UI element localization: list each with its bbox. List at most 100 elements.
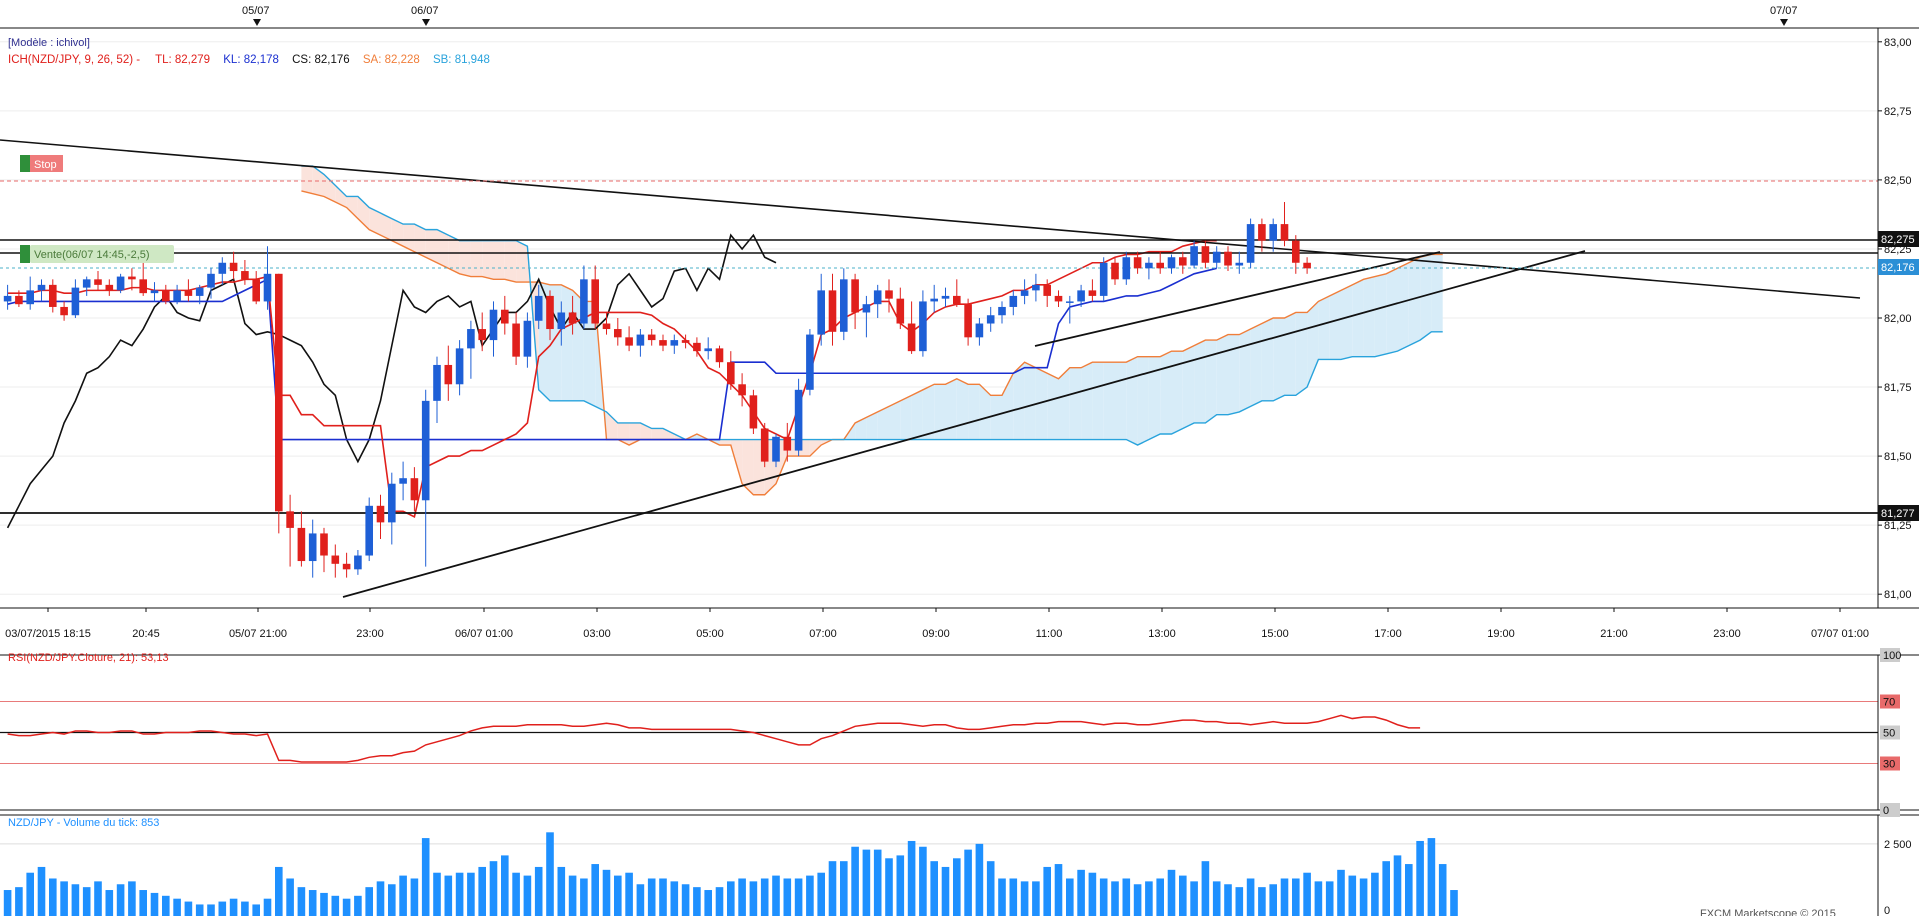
volume-bar[interactable] xyxy=(998,878,1006,916)
volume-bar[interactable] xyxy=(1133,884,1142,916)
candle-bearish[interactable] xyxy=(1043,284,1051,296)
volume-bar[interactable] xyxy=(376,881,385,916)
volume-bar[interactable] xyxy=(693,887,701,916)
candle-bearish[interactable] xyxy=(1054,295,1063,302)
candle-bearish[interactable] xyxy=(1156,262,1164,269)
volume-bar[interactable] xyxy=(885,858,893,916)
volume-bar[interactable] xyxy=(150,892,159,916)
candle-bullish[interactable] xyxy=(1020,290,1029,296)
rsi-line[interactable] xyxy=(7,714,1421,763)
volume-bar[interactable] xyxy=(173,898,181,916)
volume-bar[interactable] xyxy=(60,881,68,916)
candle-bearish[interactable] xyxy=(953,295,961,305)
volume-bar[interactable] xyxy=(840,861,848,916)
candle-bearish[interactable] xyxy=(1258,224,1266,241)
candle-bearish[interactable] xyxy=(512,323,520,357)
volume-bar[interactable] xyxy=(207,904,215,916)
sell-handle[interactable] xyxy=(20,245,30,263)
volume-bar[interactable] xyxy=(1088,872,1097,916)
candle-bearish[interactable] xyxy=(738,384,746,396)
volume-bar[interactable] xyxy=(953,858,961,916)
candle-bearish[interactable] xyxy=(94,279,102,285)
volume-bar[interactable] xyxy=(229,898,238,916)
volume-bar[interactable] xyxy=(1054,864,1063,916)
candle-bearish[interactable] xyxy=(376,505,385,523)
volume-bar[interactable] xyxy=(772,875,780,916)
candle-bearish[interactable] xyxy=(105,284,114,291)
candle-bearish[interactable] xyxy=(964,304,972,338)
candle-bearish[interactable] xyxy=(647,334,656,341)
candle-bearish[interactable] xyxy=(252,279,260,302)
volume-bar[interactable] xyxy=(1393,855,1402,916)
volume-bar[interactable] xyxy=(297,887,306,916)
volume-bar[interactable] xyxy=(907,840,916,916)
candle-bearish[interactable] xyxy=(162,290,170,302)
candle-bearish[interactable] xyxy=(49,284,57,307)
volume-bar[interactable] xyxy=(986,861,995,916)
volume-bar[interactable] xyxy=(94,881,102,916)
volume-bar[interactable] xyxy=(704,890,712,916)
candle-bearish[interactable] xyxy=(591,279,599,324)
stop-tag[interactable] xyxy=(30,155,63,172)
volume-bar[interactable] xyxy=(1009,878,1018,916)
volume-bar[interactable] xyxy=(3,890,12,916)
volume-bar[interactable] xyxy=(365,887,373,916)
candle-bearish[interactable] xyxy=(1201,246,1210,263)
volume-bar[interactable] xyxy=(930,861,938,916)
volume-bar[interactable] xyxy=(806,875,814,916)
volume-bar[interactable] xyxy=(1111,881,1119,916)
candle-bullish[interactable] xyxy=(806,334,814,390)
candle-bullish[interactable] xyxy=(1066,301,1074,303)
volume-bar[interactable] xyxy=(794,878,803,916)
candle-bearish[interactable] xyxy=(139,279,147,294)
volume-bar[interactable] xyxy=(873,849,882,916)
candle-bullish[interactable] xyxy=(794,389,803,451)
volume-bar[interactable] xyxy=(444,875,453,916)
candle-bullish[interactable] xyxy=(150,290,159,294)
volume-bar[interactable] xyxy=(15,887,23,916)
volume-bar[interactable] xyxy=(1077,869,1085,916)
candle-bearish[interactable] xyxy=(275,273,283,512)
volume-bar[interactable] xyxy=(1314,881,1323,916)
candle-bearish[interactable] xyxy=(320,533,328,556)
candle-bearish[interactable] xyxy=(693,342,701,352)
candle-bearish[interactable] xyxy=(614,329,622,338)
volume-bar[interactable] xyxy=(580,878,588,916)
volume-bar[interactable] xyxy=(128,881,136,916)
volume-bar[interactable] xyxy=(1258,887,1266,916)
descending-trendline[interactable] xyxy=(0,139,1861,299)
volume-bar[interactable] xyxy=(941,866,950,916)
candle-bearish[interactable] xyxy=(15,295,23,305)
volume-bar[interactable] xyxy=(162,895,170,916)
candle-bullish[interactable] xyxy=(930,298,938,302)
candle-bullish[interactable] xyxy=(218,262,227,274)
candle-bearish[interactable] xyxy=(60,306,68,316)
volume-bar[interactable] xyxy=(320,892,328,916)
volume-bar[interactable] xyxy=(964,849,972,916)
candle-bullish[interactable] xyxy=(941,295,950,299)
volume-bar[interactable] xyxy=(760,878,769,916)
candle-bullish[interactable] xyxy=(817,290,825,335)
candle-bearish[interactable] xyxy=(444,364,453,385)
volume-bar[interactable] xyxy=(252,904,260,916)
candle-bullish[interactable] xyxy=(840,279,848,332)
candle-bullish[interactable] xyxy=(308,533,317,562)
candle-bearish[interactable] xyxy=(546,295,554,330)
volume-bar[interactable] xyxy=(1145,881,1153,916)
candle-bullish[interactable] xyxy=(455,348,464,385)
candle-bullish[interactable] xyxy=(71,287,80,316)
volume-bar[interactable] xyxy=(681,884,690,916)
volume-bar[interactable] xyxy=(636,884,645,916)
volume-bar[interactable] xyxy=(331,895,340,916)
volume-bar[interactable] xyxy=(1179,875,1187,916)
volume-bar[interactable] xyxy=(49,878,57,916)
candle-bullish[interactable] xyxy=(873,290,882,305)
volume-bar[interactable] xyxy=(1303,872,1311,916)
volume-bar[interactable] xyxy=(1224,884,1232,916)
volume-bar[interactable] xyxy=(354,895,362,916)
volume-bar[interactable] xyxy=(727,881,735,916)
volume-bar[interactable] xyxy=(1032,881,1040,916)
candle-bullish[interactable] xyxy=(421,400,430,501)
volume-bar[interactable] xyxy=(388,884,396,916)
candle-bullish[interactable] xyxy=(919,301,927,352)
